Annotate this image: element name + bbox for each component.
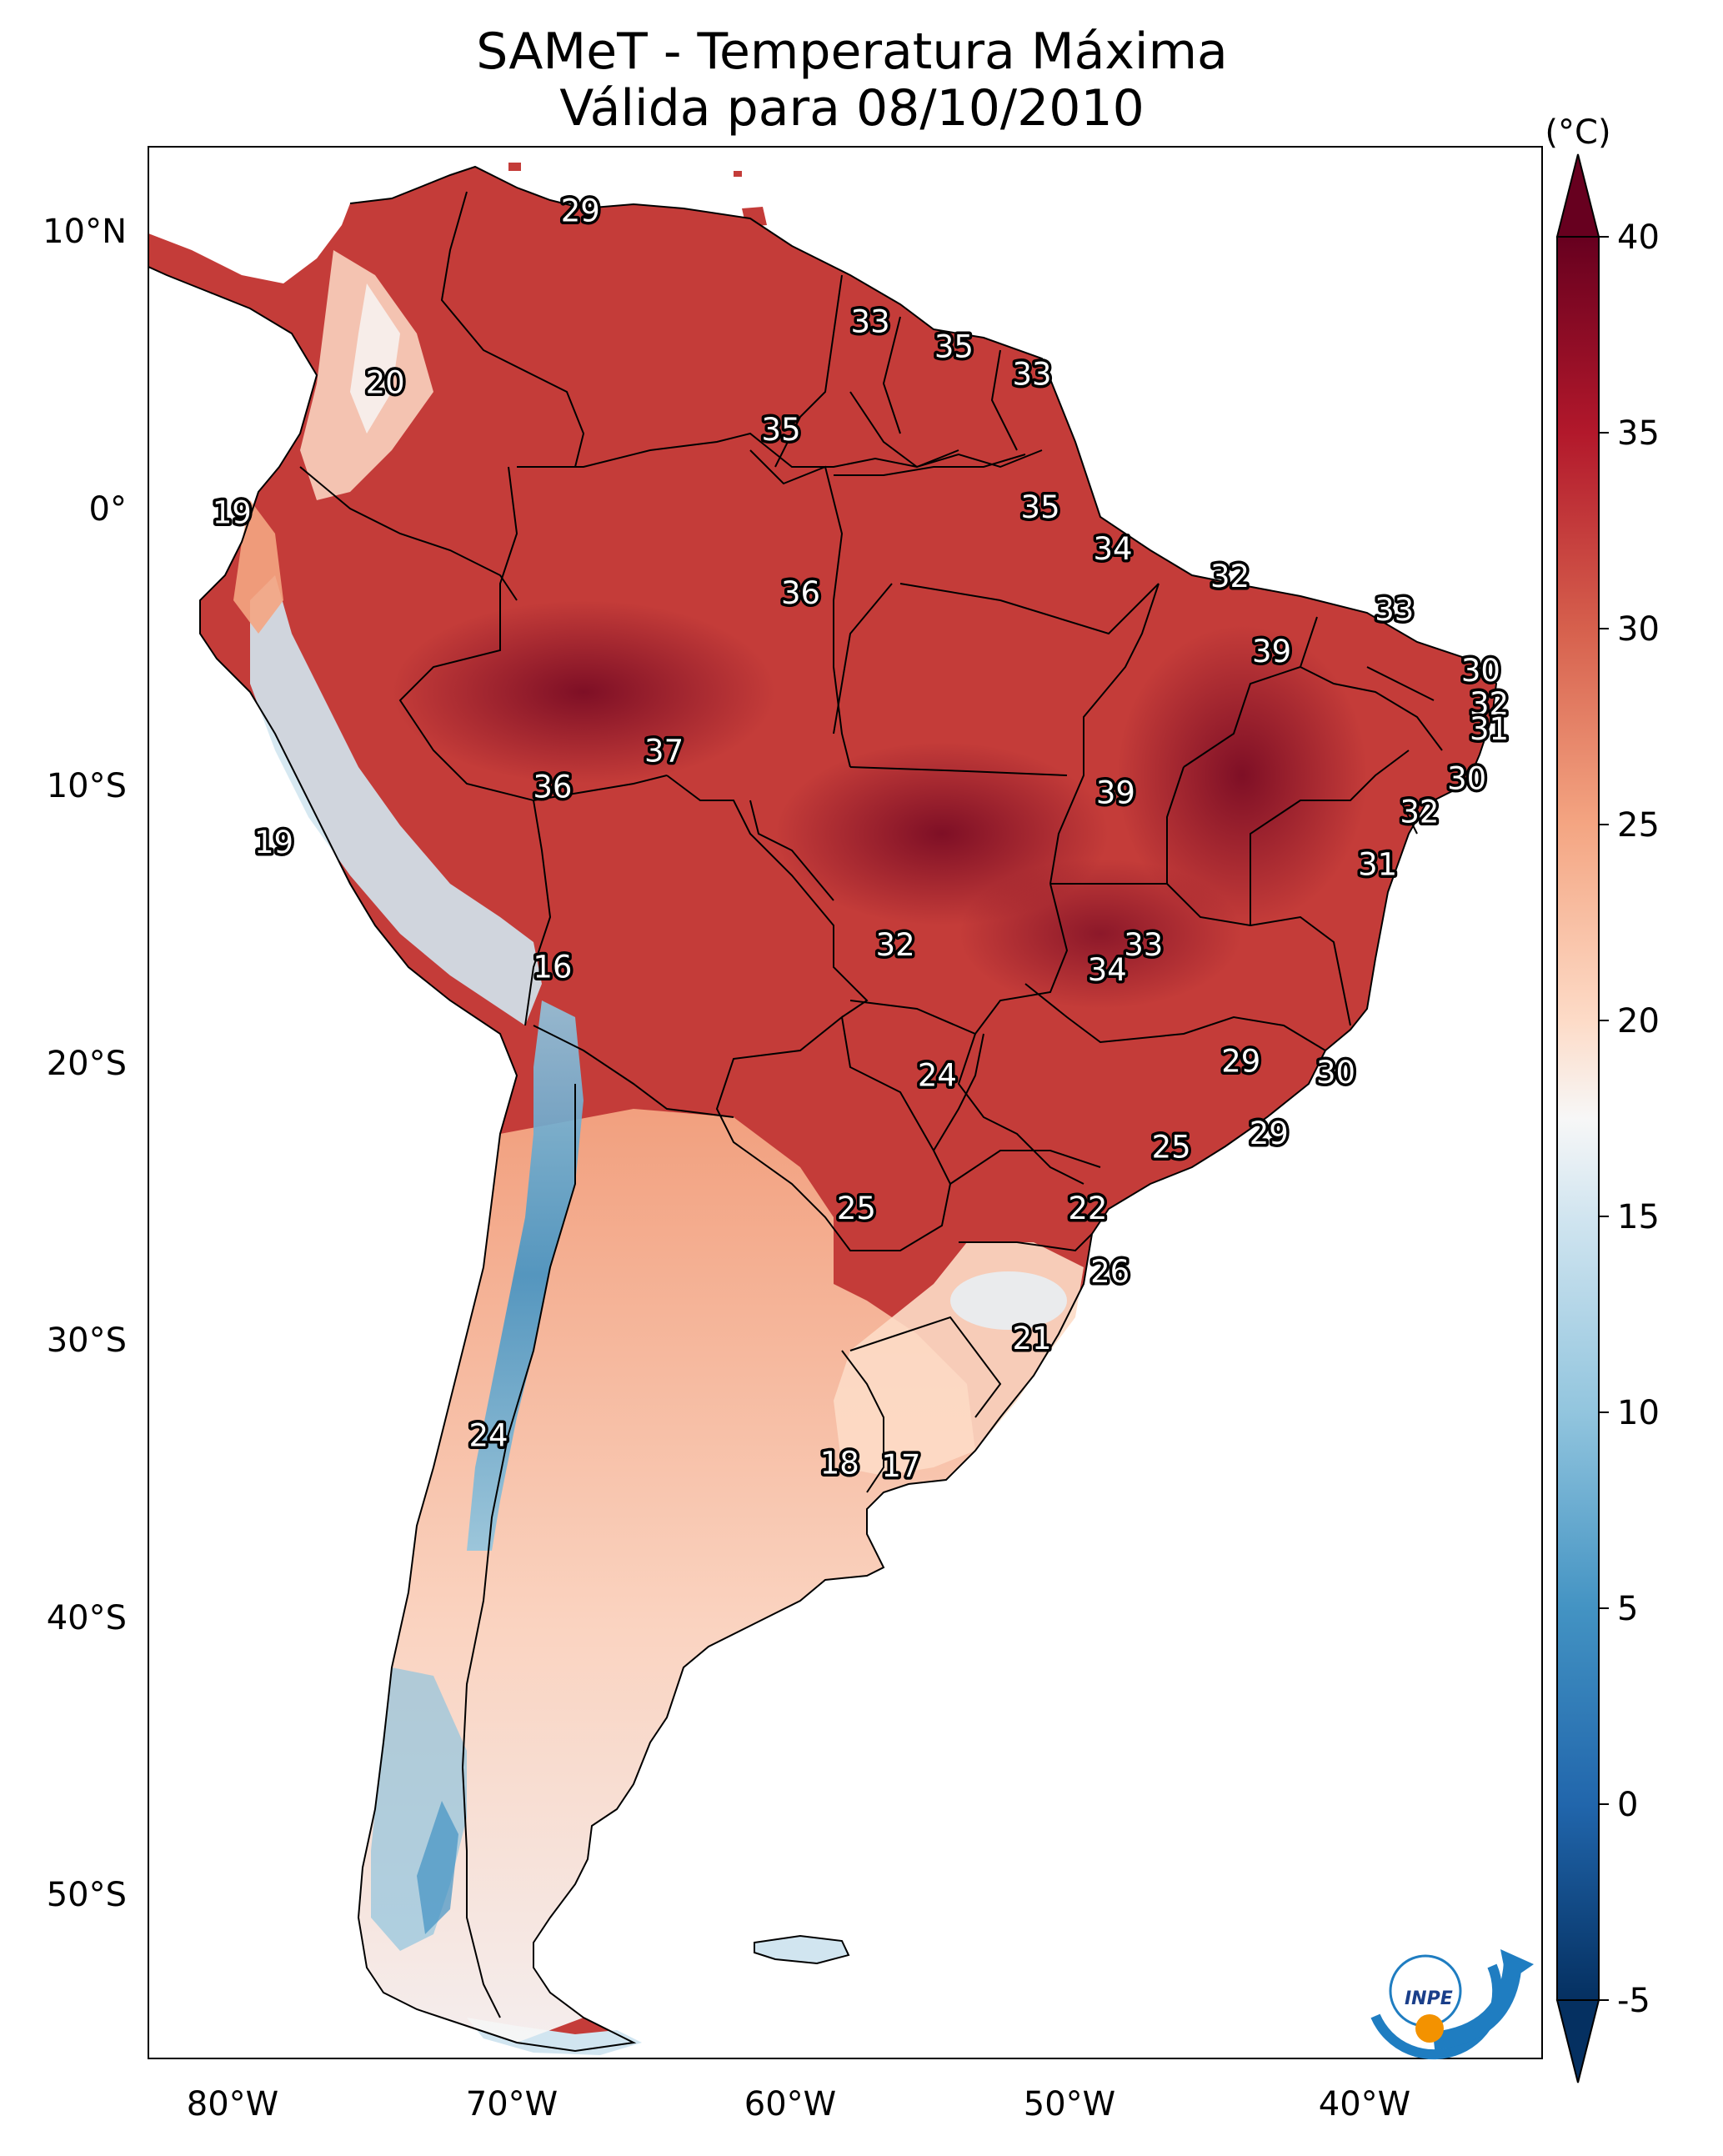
temperature-label: 32 [1400,795,1439,830]
political-borders [148,165,1498,2053]
temperature-label: 35 [1021,489,1060,525]
colorbar-tick-label: 5 [1617,1590,1638,1628]
temperature-label: 29 [1250,1116,1289,1151]
temperature-label: 29 [561,193,600,228]
temperature-label: 26 [1090,1254,1129,1290]
temperature-label: 19 [254,825,293,860]
temperature-label: 31 [1470,711,1509,747]
latitude-ticks: 10°N 0° 10°S 20°S 30°S 40°S 50°S [43,213,127,1914]
temperature-label: 34 [1093,531,1132,567]
temperature-label: 22 [1068,1191,1107,1226]
temperature-label: 25 [1152,1130,1191,1166]
temperature-label: 36 [533,770,572,805]
colorbar-tick-label: 20 [1617,1002,1660,1040]
lon-tick-label: 40°W [1319,2085,1410,2123]
colorbar-tick-label: 30 [1617,610,1660,649]
colorbar-tick-label: 15 [1617,1198,1660,1236]
colorbar-max-extension [1555,153,1600,238]
colorbar: (°C) -5 0 5 10 15 20 25 30 35 40 [1545,113,1660,2083]
andes-cold-spine-north [250,575,542,1025]
temperature-label: 17 [881,1448,920,1484]
colorbar-tick-label: 25 [1617,806,1660,845]
colorbar-tick-label: 35 [1617,414,1660,453]
lon-tick-label: 80°W [187,2085,278,2123]
longitude-ticks: 80°W 70°W 60°W 50°W 40°W [187,2085,1410,2123]
temperature-label: 37 [644,734,684,770]
map-area [148,147,1542,2058]
andes-cold-spine-chile [467,1000,584,1551]
lon-tick-label: 50°W [1024,2085,1115,2123]
temperature-label: 16 [533,950,572,985]
temperature-label: 33 [1375,592,1414,628]
lat-tick-label: 30°S [47,1321,127,1360]
lat-tick-label: 50°S [47,1876,127,1914]
falkland-islands [754,1934,850,1965]
temperature-label: 39 [1096,775,1135,810]
lon-tick-label: 70°W [466,2085,558,2123]
lon-tick-label: 60°W [744,2085,836,2123]
lat-tick-label: 0° [89,490,127,529]
temperature-label: 35 [762,412,801,448]
colorbar-unit-label: (°C) [1545,113,1610,152]
temperature-label: 24 [918,1057,957,1093]
temperature-label: 32 [1470,686,1509,722]
temperature-label: 32 [876,927,915,963]
lat-tick-label: 20°S [47,1045,127,1083]
temperature-label: 29 [1221,1044,1260,1080]
colorbar-tick-label: 0 [1617,1786,1638,1824]
map-frame [148,146,1543,2059]
temperature-label: 33 [1012,357,1051,393]
temperature-label: 34 [1088,952,1127,988]
temperature-label: 32 [1210,559,1250,594]
temperature-label: 39 [1252,634,1291,669]
temperature-label: 33 [851,303,890,339]
temperature-label: 19 [213,495,252,531]
map-title: SAMeT - Temperatura Máxima [476,23,1228,81]
inpe-logo: INPE [1370,1949,1534,2060]
map-subtitle: Válida para 08/10/2010 [559,79,1144,138]
temperature-label: 30 [1447,761,1486,797]
temperature-label: 18 [820,1446,859,1482]
inpe-logo-text: INPE [1405,1988,1453,2009]
colorbar-tick-label: -5 [1617,1982,1650,2020]
colorbar-min-extension [1555,1999,1600,2083]
temperature-label: 25 [837,1191,876,1226]
temperature-label: 30 [1316,1055,1355,1091]
temperature-label: 31 [1358,847,1397,883]
temperature-label: 33 [1124,927,1163,963]
lat-tick-label: 40°S [47,1599,127,1637]
lat-tick-label: 10°N [43,213,127,251]
temperature-label: 36 [781,575,820,611]
temperature-label: 30 [1461,653,1500,689]
temperature-label: 20 [366,365,405,401]
temperature-label: 21 [1012,1321,1051,1356]
temperature-label: 35 [934,328,974,364]
colorbar-tick-label: 10 [1617,1394,1660,1432]
colorbar-tick-label: 40 [1617,218,1660,257]
colorbar-gradient [1556,236,1600,2001]
lat-tick-label: 10°S [47,767,127,805]
temperature-label: 24 [468,1417,508,1453]
